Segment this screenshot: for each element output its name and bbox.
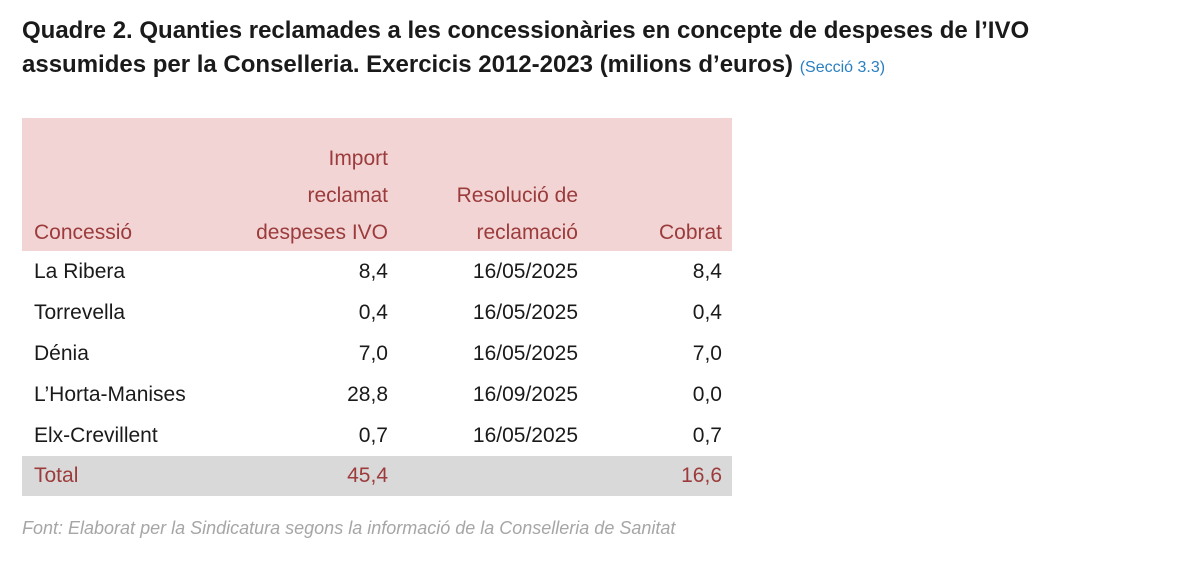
total-import: 45,4 xyxy=(228,456,398,496)
cell: 0,4 xyxy=(692,300,722,324)
cell: 16/05/2025 xyxy=(472,300,578,324)
table: Concessió Import reclamat despeses IVO R… xyxy=(22,118,732,496)
cell: 0,7 xyxy=(692,423,722,447)
total-cobrat: 16,6 xyxy=(588,456,732,496)
column-header: Concessió xyxy=(22,118,228,251)
title-line: assumides per la Conselleria. Exercicis … xyxy=(22,51,794,78)
column-header: Resolució de reclamació xyxy=(398,118,588,251)
source-note: Font: Elaborat per la Sindicatura segons… xyxy=(22,518,676,538)
cell: 7,0 xyxy=(692,341,722,365)
cell xyxy=(398,456,588,496)
cell: 8,4 xyxy=(692,259,722,283)
table-row: L’Horta-Manises 28,8 16/09/2025 0,0 xyxy=(22,374,732,415)
column-header: Import reclamat despeses IVO xyxy=(228,118,398,251)
cell: Dénia xyxy=(34,341,89,365)
cell: La Ribera xyxy=(34,259,126,283)
cell: 28,8 xyxy=(347,382,388,406)
cell: 0,4 xyxy=(358,300,388,324)
title-line: assumides per la Conselleria. Exercicis … xyxy=(22,48,1029,85)
cell: 8,4 xyxy=(358,259,388,283)
table-row: La Ribera 8,4 16/05/2025 8,4 xyxy=(22,251,732,292)
table-row: Elx-Crevillent 0,7 16/05/2025 0,7 xyxy=(22,415,732,456)
cell: L’Horta-Manises xyxy=(34,382,186,406)
total-row: Total 45,4 16,6 xyxy=(22,456,732,496)
title-line: Quadre 2. Quanties reclamades a les conc… xyxy=(22,17,1030,44)
title: Quadre 2. Quanties reclamades a les conc… xyxy=(22,14,1029,85)
cell: Torrevella xyxy=(34,300,126,324)
cell: 16/09/2025 xyxy=(472,382,578,406)
column-header: Cobrat xyxy=(588,118,732,251)
cell: 16/05/2025 xyxy=(472,259,578,283)
cell: 16/05/2025 xyxy=(472,341,578,365)
header-row: Concessió Import reclamat despeses IVO R… xyxy=(22,118,732,251)
total-label: Total xyxy=(22,456,228,496)
section-link[interactable]: (Secció 3.3) xyxy=(799,59,886,76)
cell: 16/05/2025 xyxy=(472,423,578,447)
cell: 0,0 xyxy=(692,382,722,406)
cell: Elx-Crevillent xyxy=(34,423,158,447)
cell: 7,0 xyxy=(358,341,388,365)
table-row: Torrevella 0,4 16/05/2025 0,4 xyxy=(22,292,732,333)
table-body: La Ribera 8,4 16/05/2025 8,4 Torrevella 0,4 16… xyxy=(22,251,732,496)
table-row: Dénia 7,0 16/05/2025 7,0 xyxy=(22,333,732,374)
cell: 0,7 xyxy=(358,423,388,447)
